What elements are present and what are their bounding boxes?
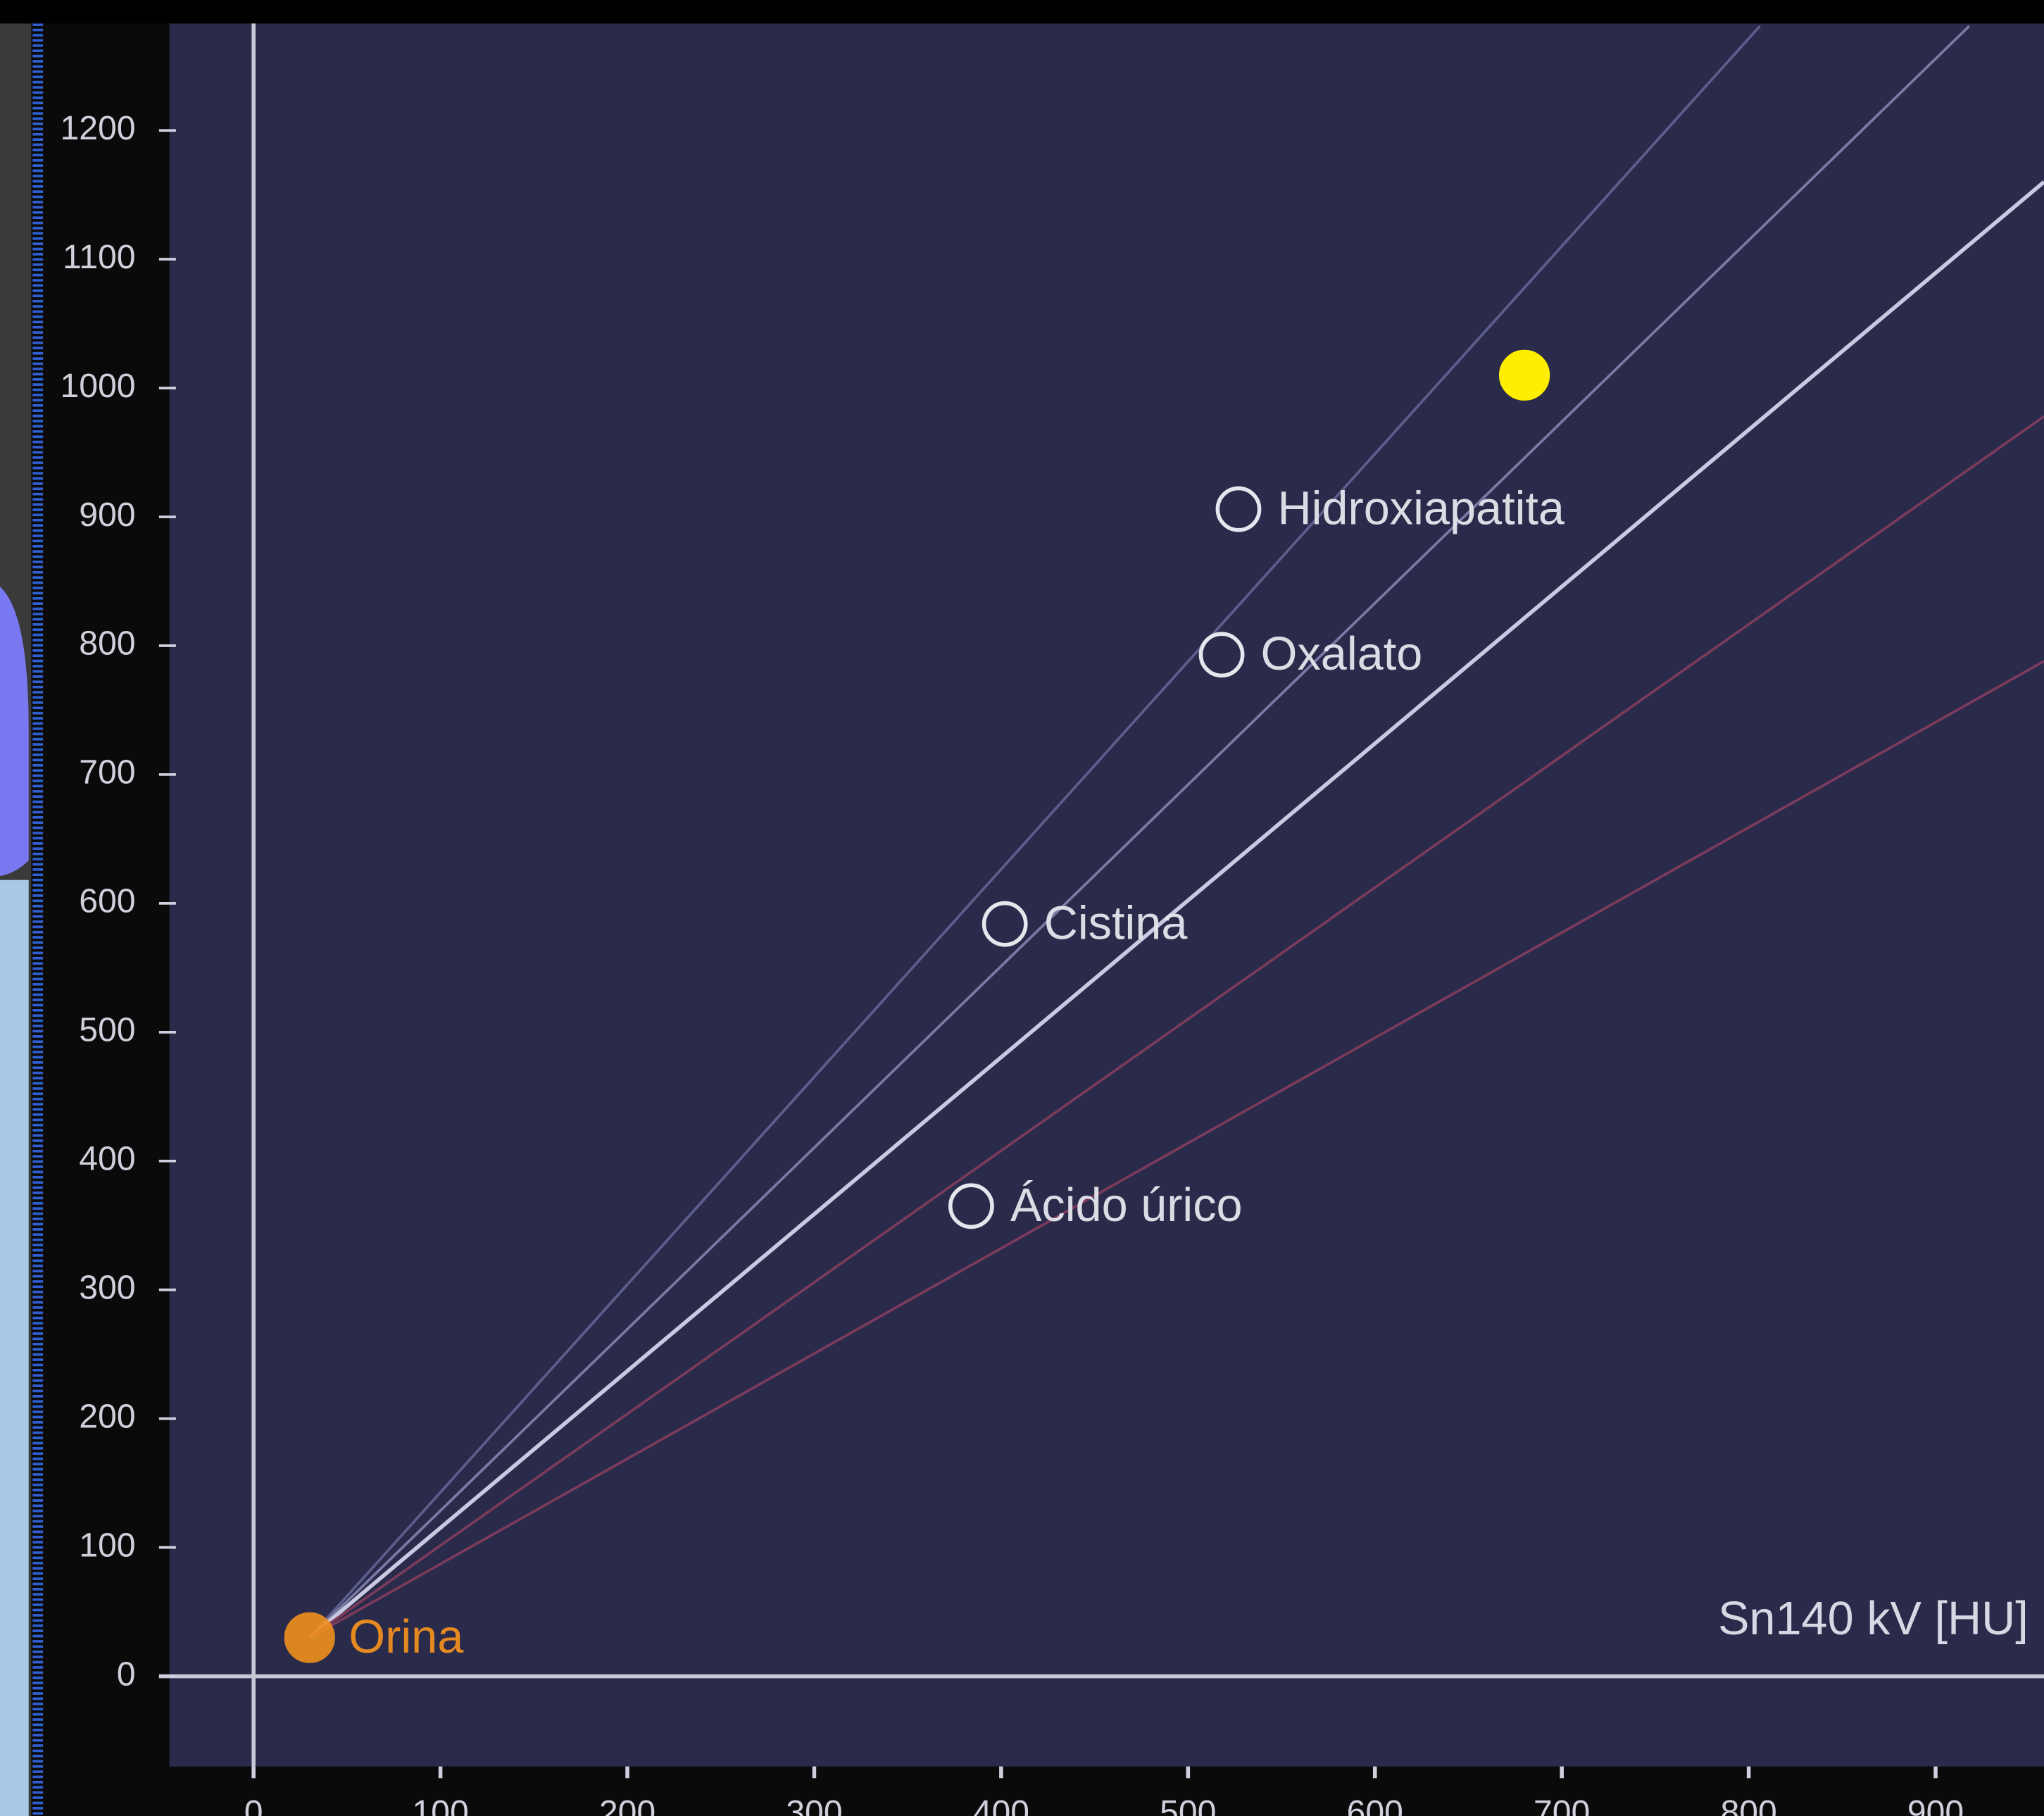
page: {"chart_data":{"type":"scatter","xlabel"…	[0, 0, 2044, 1816]
y-tick-label: 600	[79, 882, 135, 920]
top-bar	[0, 0, 2044, 23]
y-tick-label: 700	[79, 753, 135, 791]
point-label: Ácido úrico	[1010, 1179, 1243, 1232]
y-tick-label: 100	[79, 1526, 135, 1564]
y-tick-label: 0	[117, 1655, 136, 1693]
y-tick-label: 500	[79, 1011, 135, 1049]
y-tick-label: 400	[79, 1140, 135, 1178]
y-tick-label: 200	[79, 1397, 135, 1435]
x-tick-label: 700	[1534, 1793, 1590, 1816]
x-axis-label: Sn140 kV [HU]	[1718, 1593, 2029, 1645]
chart: 0100200300400500600700800900100011001200…	[0, 0, 2044, 1816]
point-label: Oxalato	[1261, 628, 1423, 680]
x-tick-label: 400	[973, 1793, 1029, 1816]
plot-area	[170, 23, 2044, 1766]
point-label: Cistina	[1044, 897, 1189, 949]
x-tick-label: 100	[412, 1793, 468, 1816]
x-tick-label: 0	[244, 1793, 263, 1816]
x-tick-label: 900	[1907, 1793, 1964, 1816]
side-panel	[0, 880, 29, 1816]
x-tick-label: 800	[1720, 1793, 1776, 1816]
point	[1501, 351, 1548, 399]
y-tick-label: 1100	[63, 238, 136, 276]
y-tick-label: 300	[79, 1268, 135, 1306]
y-tick-label: 800	[79, 625, 135, 663]
x-tick-label: 600	[1347, 1793, 1403, 1816]
y-tick-label: 900	[79, 496, 135, 534]
point-label: Hidroxiapatita	[1278, 482, 1565, 534]
x-tick-label: 300	[786, 1793, 842, 1816]
point-label: Orina	[349, 1611, 464, 1663]
y-tick-label: 1200	[60, 109, 135, 147]
point	[286, 1614, 333, 1661]
x-tick-label: 500	[1160, 1793, 1216, 1816]
y-tick-label: 1000	[60, 367, 135, 405]
x-tick-label: 200	[599, 1793, 656, 1816]
